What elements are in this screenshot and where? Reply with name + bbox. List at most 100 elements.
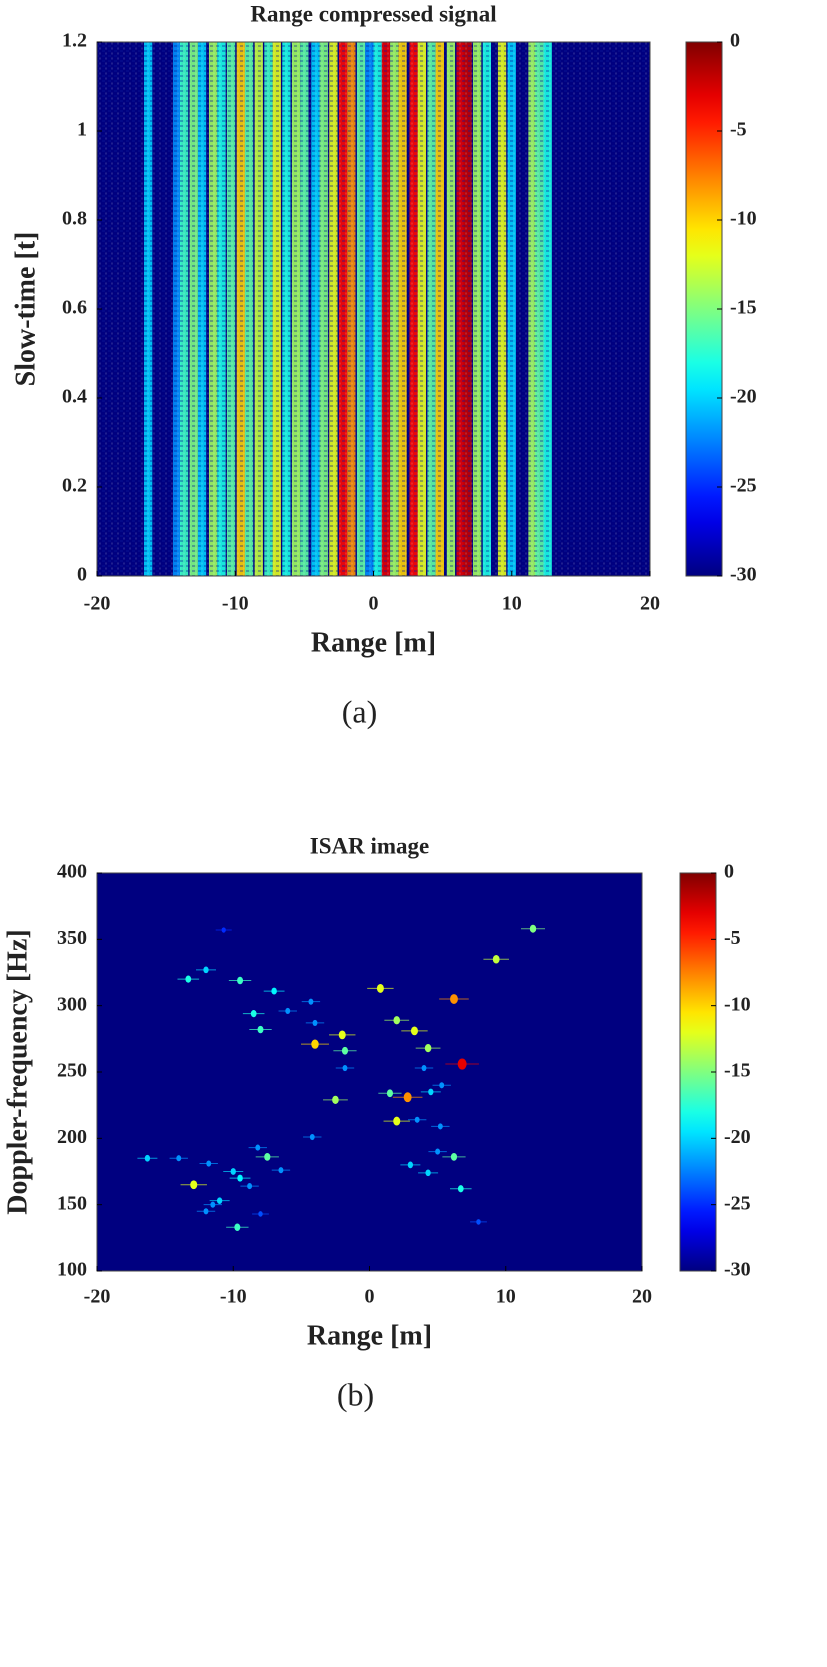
colorbar-tick-label: -30 bbox=[724, 1259, 751, 1281]
scatter-point bbox=[230, 1168, 236, 1175]
scatter-point bbox=[312, 1019, 318, 1026]
scatter-point bbox=[421, 1064, 427, 1072]
y-tick-label: 1 bbox=[77, 119, 87, 141]
chart-title: ISAR image bbox=[310, 833, 429, 858]
x-tick-label: 0 bbox=[369, 593, 379, 615]
scatter-point bbox=[437, 1123, 443, 1130]
scatter-point bbox=[311, 1039, 319, 1049]
colorbar-tick-label: -25 bbox=[724, 1192, 751, 1214]
y-tick-label: 1.2 bbox=[62, 30, 87, 52]
y-tick-label: 250 bbox=[57, 1060, 87, 1082]
scatter-point bbox=[393, 1116, 401, 1126]
scatter-point bbox=[255, 1144, 261, 1151]
colorbar-tick-label: -10 bbox=[730, 208, 757, 230]
scatter-point bbox=[492, 954, 500, 964]
scatter-point bbox=[278, 1167, 284, 1174]
scatter-point bbox=[285, 1007, 291, 1015]
scatter-point bbox=[210, 1201, 216, 1208]
scatter-point bbox=[247, 1183, 253, 1190]
scatter-point bbox=[257, 1025, 264, 1034]
x-tick-label: 10 bbox=[496, 1286, 516, 1308]
colorbar-tick-label: -5 bbox=[730, 119, 747, 141]
scatter-point bbox=[338, 1030, 346, 1040]
colorbar-tick-label: 0 bbox=[724, 861, 734, 883]
colorbar-tick-label: -20 bbox=[730, 386, 757, 408]
scatter-point bbox=[428, 1088, 434, 1096]
y-tick-label: 0.6 bbox=[62, 297, 87, 319]
scatter-point bbox=[176, 1155, 182, 1162]
scatter-point bbox=[403, 1092, 412, 1103]
chart-title: Range compressed signal bbox=[250, 1, 496, 26]
scatter-point bbox=[206, 1160, 212, 1167]
plot-area bbox=[97, 873, 642, 1271]
caption: (a) bbox=[342, 693, 378, 729]
scatter-point bbox=[457, 1185, 464, 1193]
x-tick-label: -20 bbox=[84, 593, 111, 615]
scatter-point bbox=[258, 1211, 263, 1217]
x-tick-label: -10 bbox=[220, 1286, 247, 1308]
scatter-point bbox=[237, 976, 244, 985]
scatter-point bbox=[529, 924, 537, 933]
scatter-point bbox=[216, 1197, 223, 1205]
y-axis-label: Slow-time [t] bbox=[10, 232, 41, 387]
colorbar-tick-label: -5 bbox=[724, 927, 741, 949]
scatter-point bbox=[203, 966, 209, 974]
scatter-point bbox=[424, 1043, 432, 1053]
y-tick-label: 300 bbox=[57, 993, 87, 1015]
scatter-point bbox=[271, 987, 277, 995]
scatter-point bbox=[476, 1219, 481, 1225]
scatter-point bbox=[190, 1180, 198, 1190]
scatter-point bbox=[450, 994, 458, 1004]
x-axis-label: Range [m] bbox=[311, 627, 436, 658]
x-axis-label: Range [m] bbox=[307, 1320, 432, 1351]
scatter-point bbox=[386, 1089, 394, 1098]
plot-marks bbox=[137, 924, 545, 1231]
plot-marks bbox=[97, 42, 650, 576]
scatter-point bbox=[234, 1223, 241, 1231]
y-tick-label: 200 bbox=[57, 1126, 87, 1148]
scatter-point bbox=[309, 1133, 315, 1141]
x-tick-label: -20 bbox=[84, 1286, 111, 1308]
colorbar-tick-label: -15 bbox=[724, 1060, 751, 1082]
scatter-point bbox=[185, 975, 192, 983]
speckle-texture bbox=[97, 42, 650, 576]
colorbar bbox=[685, 41, 723, 577]
colorbar-tick-label: -30 bbox=[730, 564, 757, 586]
scatter-point bbox=[203, 1208, 209, 1215]
colorbar-tick-label: -25 bbox=[730, 475, 757, 497]
y-tick-label: 0.2 bbox=[62, 475, 87, 497]
scatter-point bbox=[414, 1116, 420, 1123]
colorbar-tick-label: -20 bbox=[724, 1126, 751, 1148]
scatter-point bbox=[341, 1046, 349, 1055]
y-tick-label: 400 bbox=[57, 861, 87, 883]
y-tick-label: 100 bbox=[57, 1259, 87, 1281]
colorbar bbox=[679, 872, 717, 1272]
scatter-point bbox=[425, 1169, 431, 1177]
scatter-point bbox=[308, 998, 314, 1005]
scatter-point bbox=[221, 927, 226, 933]
y-axis-label: Doppler-frequency [Hz] bbox=[2, 929, 33, 1214]
y-tick-label: 0 bbox=[77, 564, 87, 586]
scatter-point bbox=[450, 1153, 458, 1161]
scatter-point bbox=[342, 1064, 348, 1072]
scatter-point bbox=[264, 1153, 271, 1161]
colorbar-tick-label: -10 bbox=[724, 993, 751, 1015]
y-tick-label: 350 bbox=[57, 927, 87, 949]
scatter-point bbox=[376, 984, 384, 993]
scatter-point bbox=[237, 1174, 243, 1182]
x-tick-label: 0 bbox=[365, 1286, 375, 1308]
caption: (b) bbox=[337, 1376, 374, 1412]
y-tick-label: 0.8 bbox=[62, 208, 87, 230]
x-tick-label: 10 bbox=[502, 593, 522, 615]
colorbar-tick-label: -15 bbox=[730, 297, 757, 319]
scatter-point bbox=[407, 1161, 414, 1169]
x-tick-label: -10 bbox=[222, 593, 249, 615]
x-tick-label: 20 bbox=[632, 1286, 652, 1308]
scatter-point bbox=[410, 1026, 418, 1036]
y-tick-label: 150 bbox=[57, 1192, 87, 1214]
scatter-point bbox=[332, 1095, 339, 1104]
scatter-point bbox=[144, 1154, 151, 1162]
colorbar-tick-label: 0 bbox=[730, 30, 740, 52]
x-tick-label: 20 bbox=[640, 593, 660, 615]
